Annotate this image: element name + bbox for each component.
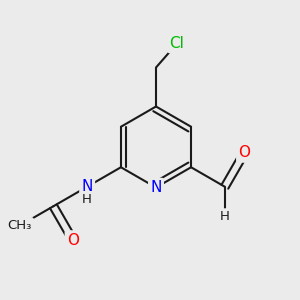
Text: CH₃: CH₃ — [8, 219, 32, 232]
Text: H: H — [220, 210, 230, 223]
Text: O: O — [238, 146, 250, 160]
Text: O: O — [67, 232, 79, 247]
Text: H: H — [82, 193, 92, 206]
Text: N: N — [82, 179, 93, 194]
Text: N: N — [150, 180, 162, 195]
Text: Cl: Cl — [169, 36, 184, 51]
